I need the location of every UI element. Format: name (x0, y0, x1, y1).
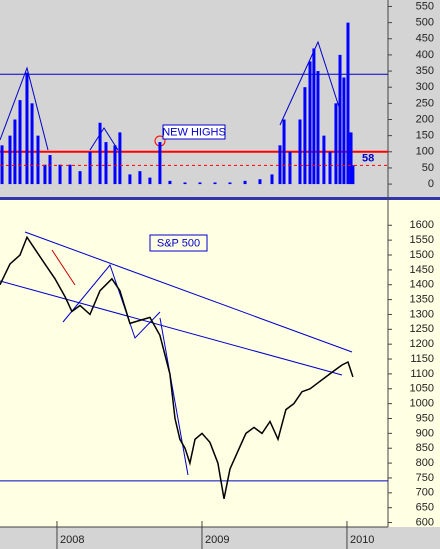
bar (183, 182, 187, 185)
bar (168, 180, 172, 185)
bar (312, 48, 316, 185)
bar (303, 87, 307, 185)
y-tick-label: 250 (416, 97, 434, 109)
y-tick-label: 500 (416, 17, 434, 29)
y-tick-label: 1500 (410, 249, 434, 261)
bar (349, 132, 353, 185)
bar (25, 72, 29, 185)
bar (322, 135, 326, 185)
bar (338, 54, 342, 185)
bar (334, 103, 338, 185)
panel-divider (0, 197, 440, 200)
x-tick-label: 2010 (350, 534, 374, 546)
trendline (89, 127, 119, 151)
x-axis-strip (0, 527, 440, 549)
y-tick-label: 200 (416, 113, 434, 125)
y-tick-label: 1200 (410, 338, 434, 350)
bar (0, 145, 4, 185)
bar (78, 171, 82, 185)
bar (58, 164, 62, 185)
trendline (24, 231, 353, 353)
bar (18, 100, 22, 185)
y-tick-label: 300 (416, 81, 434, 93)
y-tick-label: 650 (416, 502, 434, 514)
bar (8, 135, 12, 185)
bar (328, 151, 332, 185)
y-tick-label: 600 (416, 516, 434, 528)
y-tick-label: 900 (416, 427, 434, 439)
y-tick-label: 1300 (410, 308, 434, 320)
bar (258, 179, 262, 185)
bar (213, 182, 217, 185)
bar (113, 145, 117, 185)
y-tick-label: 1550 (410, 234, 434, 246)
bar (13, 119, 17, 185)
bar (316, 71, 320, 185)
bar (278, 145, 282, 185)
trendline (159, 317, 189, 476)
bar (88, 151, 92, 185)
y-tick-label: 50 (422, 162, 434, 174)
chart-title: S&P 500 (157, 237, 200, 249)
y-tick-label: 450 (416, 33, 434, 45)
bar (43, 164, 47, 185)
bar (158, 142, 162, 185)
price-line (0, 235, 354, 499)
bar (98, 122, 102, 185)
bar (68, 164, 72, 185)
y-tick-label: 850 (416, 442, 434, 454)
y-tick-label: 1100 (410, 368, 434, 380)
y-tick-label: 750 (416, 472, 434, 484)
y-tick-label: 1050 (410, 383, 434, 395)
bar (270, 174, 274, 185)
bar (308, 61, 312, 185)
y-tick-label: 800 (416, 457, 434, 469)
title-box (149, 234, 208, 252)
bar (282, 119, 286, 185)
y-tick-label: 550 (416, 0, 434, 12)
y-tick-label: 1600 (410, 219, 434, 231)
x-tick-label: 2008 (60, 534, 84, 546)
trendline (0, 280, 343, 376)
bar (342, 77, 346, 185)
x-tick-label: 2009 (205, 534, 229, 546)
trendline (51, 249, 76, 286)
y-tick-label: 350 (416, 65, 434, 77)
y-tick-label: 1450 (410, 264, 434, 276)
y-tick-label: 150 (416, 130, 434, 142)
bar (243, 180, 247, 185)
y-tick-label: 0 (428, 178, 434, 190)
bar (351, 165, 355, 185)
trendline (0, 66, 49, 151)
bar (104, 142, 108, 185)
bar (298, 119, 302, 185)
y-tick-label: 1000 (410, 398, 434, 410)
bar (138, 171, 142, 185)
y-tick-label: 100 (416, 146, 434, 158)
bar (128, 174, 132, 185)
bar (228, 182, 232, 185)
y-tick-label: 1350 (410, 293, 434, 305)
trendline (279, 40, 341, 126)
y-tick-label: 1400 (410, 279, 434, 291)
bar (346, 22, 350, 185)
bar (48, 155, 52, 185)
last-value-label: 58 (362, 152, 374, 164)
y-tick-label: 1250 (410, 323, 434, 335)
bar (198, 182, 202, 185)
bar (148, 177, 152, 185)
bar (118, 132, 122, 185)
y-tick-label: 950 (416, 412, 434, 424)
y-tick-label: 1150 (410, 353, 434, 365)
annotation: NEW HIGHS (162, 126, 226, 138)
bar (288, 151, 292, 185)
top-panel (0, 0, 440, 197)
y-tick-label: 400 (416, 49, 434, 61)
bar (30, 103, 34, 185)
bar (36, 135, 40, 185)
y-tick-label: 700 (416, 487, 434, 499)
trendlines (0, 40, 353, 476)
annotation-box (162, 124, 226, 140)
